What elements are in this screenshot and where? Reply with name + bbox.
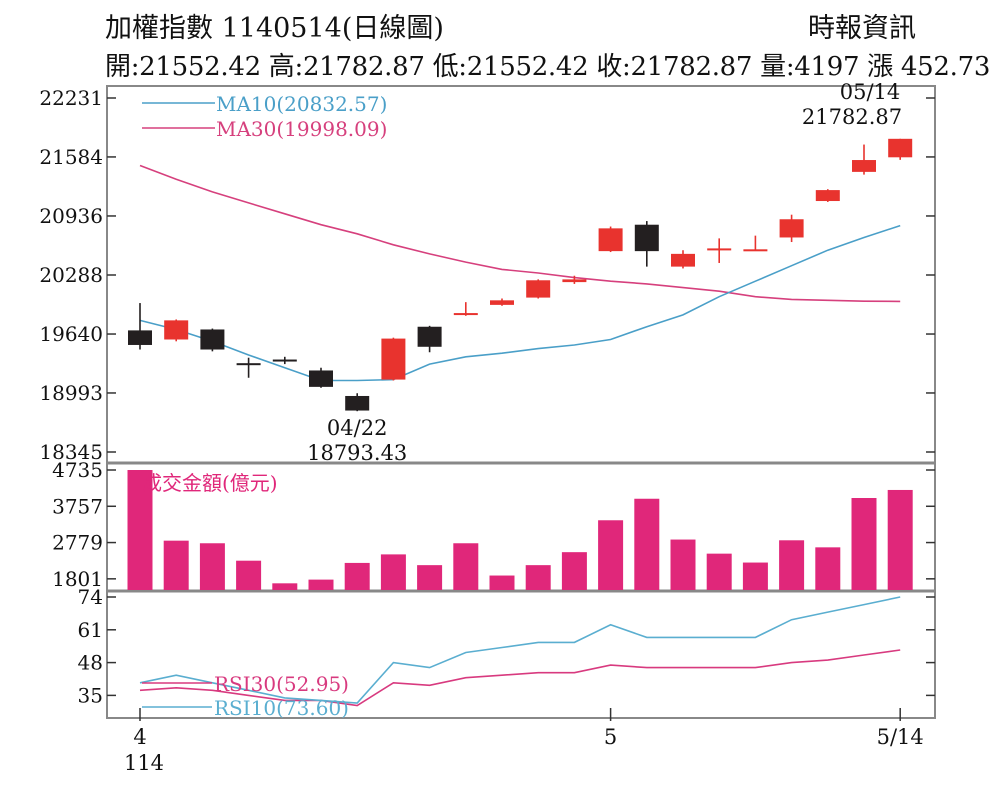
- rsi10-line: [139, 596, 901, 704]
- candle-up: [707, 248, 732, 251]
- candle-down: [128, 330, 152, 345]
- low-annotation-value: 18793.43: [307, 441, 407, 465]
- high-annotation-value: 21782.87: [802, 105, 902, 129]
- candle-up: [598, 228, 623, 252]
- volume-bar: [344, 562, 370, 590]
- candle-down: [634, 224, 659, 252]
- candle-up: [888, 138, 913, 158]
- candle-up: [743, 249, 768, 252]
- candle-down: [345, 395, 370, 411]
- volume-bar: [670, 539, 696, 590]
- volume-bar: [127, 470, 153, 590]
- volume-bar: [598, 520, 624, 590]
- rsi-axis-tick-label: 74: [78, 585, 103, 609]
- candle-up: [779, 219, 804, 238]
- candle-down: [236, 363, 261, 366]
- volume-bar: [742, 562, 768, 590]
- volume-bar: [380, 554, 406, 590]
- x-tick-label-year: 114: [124, 751, 164, 775]
- x-tick-label: 5/14: [877, 725, 924, 749]
- volume-bar: [417, 565, 443, 590]
- price-axis-tick-label: 20936: [39, 204, 103, 228]
- rsi-axis-tick-label: 61: [78, 618, 103, 642]
- volume-bar: [779, 540, 805, 590]
- price-axis-tick-label: 19640: [39, 322, 103, 346]
- volume-bar: [815, 547, 841, 590]
- volume-bar: [489, 575, 515, 590]
- x-tick-label: 4: [133, 725, 146, 749]
- ma30-line: [139, 164, 901, 303]
- chart-title: 加權指數 1140514(日線圖): [105, 13, 444, 44]
- source-label: 時報資訊: [808, 13, 916, 44]
- ma-legend-label: MA30(19998.09): [216, 117, 387, 141]
- low-annotation-date: 04/22: [327, 416, 388, 440]
- volume-bar: [453, 543, 479, 590]
- price-axis-tick-label: 18345: [39, 440, 103, 464]
- candle-up: [490, 300, 514, 305]
- candle-down: [200, 329, 225, 350]
- volume-bar: [887, 489, 913, 590]
- ma-legend-label: MA10(20832.57): [216, 92, 387, 116]
- candle-up: [453, 313, 478, 316]
- volume-bar: [561, 552, 587, 590]
- high-annotation-date: 05/14: [840, 80, 901, 104]
- candle-down: [272, 359, 297, 362]
- volume-bar: [634, 498, 660, 590]
- volume-title: 成交金額(億元): [142, 471, 278, 495]
- volume-axis-tick-label: 2779: [52, 531, 103, 555]
- volume-bar: [199, 543, 225, 590]
- volume-bar: [236, 560, 262, 590]
- ma10-line: [139, 224, 901, 382]
- volume-axis-tick-label: 3757: [52, 494, 103, 518]
- volume-bar: [163, 540, 189, 590]
- volume-bar: [851, 498, 877, 590]
- candle-down: [417, 326, 442, 347]
- volume-bar: [272, 583, 298, 590]
- candle-up: [381, 338, 406, 380]
- chart-frame: [106, 85, 936, 719]
- candle-up: [815, 190, 840, 202]
- rsi30-line: [139, 649, 901, 707]
- price-axis-tick-label: 21584: [39, 145, 103, 169]
- rsi-legend-label: RSI10(73.60): [214, 696, 349, 720]
- price-axis-tick-label: 22231: [39, 86, 103, 110]
- volume-bar: [308, 579, 334, 590]
- volume-bar: [525, 565, 551, 590]
- candle-down: [309, 370, 333, 387]
- candle-up: [526, 280, 551, 298]
- candle-up: [164, 320, 189, 340]
- candle-up: [562, 279, 587, 283]
- rsi-axis-tick-label: 35: [78, 683, 103, 707]
- price-axis-tick-label: 20288: [39, 263, 103, 287]
- volume-bar: [706, 553, 732, 590]
- price-axis-tick-label: 18993: [39, 381, 103, 405]
- volume-axis-tick-label: 4735: [52, 458, 103, 482]
- candle-up: [671, 253, 695, 267]
- ohlc-summary: 開:21552.42 高:21782.87 低:21552.42 收:21782…: [105, 52, 991, 82]
- candle-up: [852, 160, 876, 172]
- rsi-legend-label: RSI30(52.95): [214, 672, 349, 696]
- rsi-axis-tick-label: 48: [78, 651, 103, 675]
- x-tick-label: 5: [604, 725, 617, 749]
- volume-axis-tick-label: 1801: [52, 567, 103, 591]
